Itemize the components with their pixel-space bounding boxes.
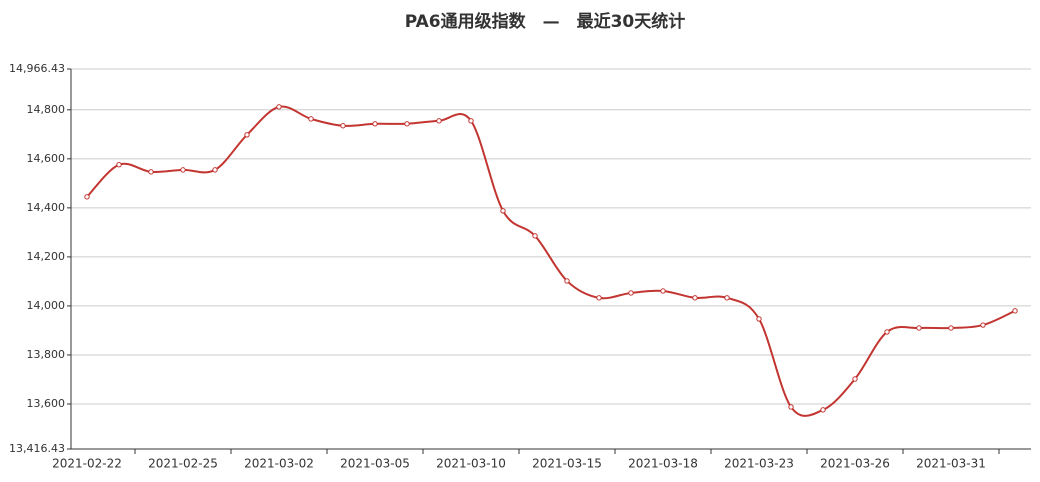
- point: [660, 288, 666, 294]
- point: [756, 316, 762, 322]
- point: [180, 167, 186, 173]
- point: [1012, 308, 1018, 314]
- x-tick-label: 2021-03-15: [532, 457, 602, 471]
- x-tick-label: 2021-02-22: [52, 457, 122, 471]
- x-tick-label: 2021-03-18: [628, 457, 698, 471]
- point: [84, 194, 90, 200]
- point: [980, 322, 986, 328]
- point: [500, 208, 506, 214]
- point: [308, 116, 314, 122]
- x-tick-label: 2021-03-26: [820, 457, 890, 471]
- point: [948, 325, 954, 331]
- y-tick-label: 13,600: [27, 397, 66, 410]
- point: [276, 104, 282, 110]
- point: [532, 233, 538, 239]
- point: [692, 295, 698, 301]
- y-tick-label: 14,000: [27, 299, 66, 312]
- point: [628, 290, 634, 296]
- x-tick-label: 2021-02-25: [148, 457, 218, 471]
- x-tick-label: 2021-03-10: [436, 457, 506, 471]
- point: [372, 121, 378, 127]
- point: [916, 325, 922, 331]
- y-tick-label: 13,800: [27, 348, 66, 361]
- point: [852, 376, 858, 382]
- x-tick-label: 2021-03-31: [916, 457, 986, 471]
- point: [436, 118, 442, 124]
- y-tick-label: 14,400: [27, 201, 66, 214]
- x-tick-label: 2021-03-02: [244, 457, 314, 471]
- point: [116, 162, 122, 168]
- x-tick-label: 2021-03-23: [724, 457, 794, 471]
- point: [212, 167, 218, 173]
- point: [724, 295, 730, 301]
- y-tick-label: 14,800: [27, 103, 66, 116]
- y-tick-label: 14,966.43: [9, 62, 65, 75]
- y-tick-label: 13,416.43: [9, 442, 65, 455]
- x-tick-label: 2021-03-05: [340, 457, 410, 471]
- y-tick-label: 14,200: [27, 250, 66, 263]
- point: [564, 278, 570, 284]
- point: [468, 118, 474, 124]
- chart-title: PA6通用级指数 — 最近30天统计: [405, 11, 686, 32]
- point: [596, 295, 602, 301]
- y-tick-label: 14,600: [27, 152, 66, 165]
- line: [86, 105, 1016, 417]
- point: [404, 121, 410, 127]
- point: [788, 404, 794, 410]
- point: [340, 123, 346, 129]
- point: [244, 132, 250, 138]
- point: [148, 169, 154, 175]
- point: [820, 407, 826, 413]
- point: [884, 329, 890, 335]
